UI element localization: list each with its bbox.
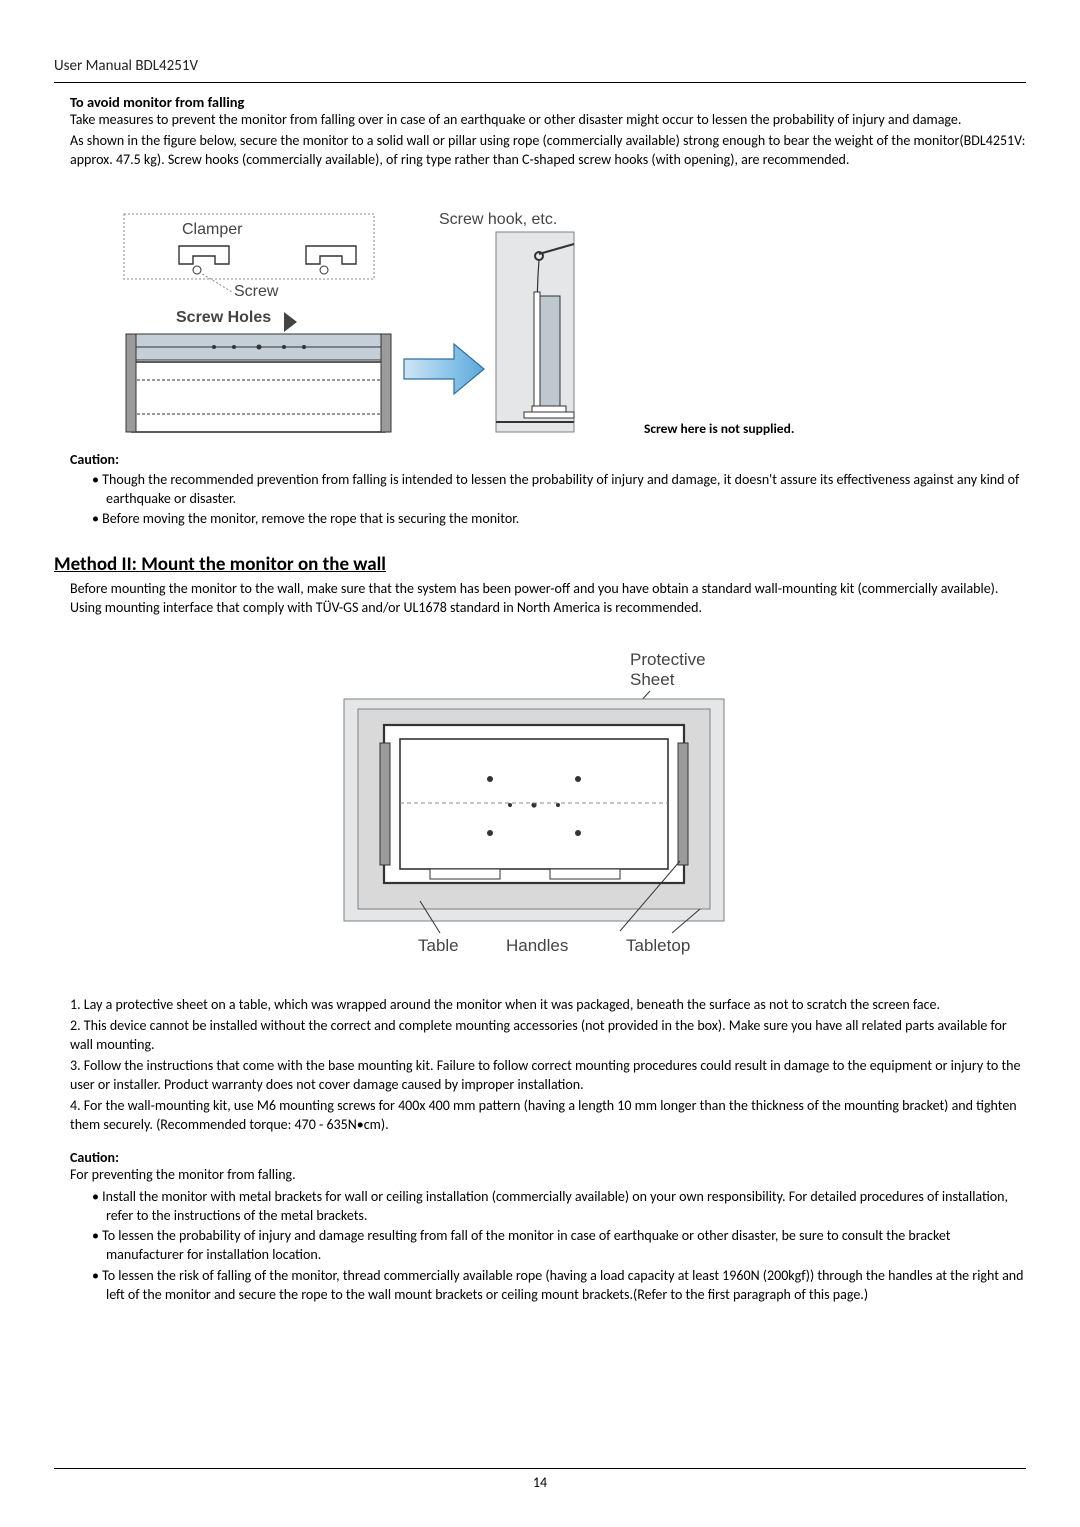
page-header: User Manual BDL4251V — [54, 56, 1026, 76]
fig1-screwholes-label: Screw Holes — [176, 309, 271, 326]
section2-title: Method II: Mount the monitor on the wall — [54, 553, 1026, 576]
section2-intro: Before mounting the monitor to the wall,… — [70, 580, 1026, 618]
fig2-protective-label-2: Sheet — [630, 670, 675, 689]
fig2-handles-label: Handles — [506, 936, 568, 955]
section2-caution-intro: For preventing the monitor from falling. — [70, 1166, 1026, 1185]
footer-rule — [54, 1468, 1026, 1469]
section2-step-3: 3. Follow the instructions that come wit… — [70, 1057, 1026, 1095]
section1-title: To avoid monitor from falling — [70, 93, 1026, 111]
section2-caution-2: To lessen the probability of injury and … — [92, 1226, 1026, 1265]
fig1-clamper-label: Clamper — [182, 221, 243, 238]
fig2-table-label: Table — [418, 936, 459, 955]
fig2-protective-label-1: Protective — [630, 650, 706, 669]
section1-caution-label: Caution: — [70, 451, 1026, 468]
section1-caution-list: Though the recommended prevention from f… — [54, 470, 1026, 529]
figure-2: Protective Sheet — [54, 643, 1026, 968]
header-rule — [54, 82, 1026, 83]
section1-para1: Take measures to prevent the monitor fro… — [70, 111, 1026, 130]
figure-1: Clamper Screw Screw Holes — [84, 184, 604, 449]
section1-caution-1: Though the recommended prevention from f… — [92, 470, 1026, 509]
section2-step-1: 1. Lay a protective sheet on a table, wh… — [70, 996, 1026, 1015]
fig1-note: Screw here is not supplied. — [644, 420, 904, 437]
fig1-screw-label: Screw — [234, 283, 279, 300]
section1-caution-2: Before moving the monitor, remove the ro… — [92, 509, 1026, 528]
page-number: 14 — [0, 1474, 1080, 1491]
section2-caution-label: Caution: — [70, 1149, 1026, 1166]
section1-para2: As shown in the figure below, secure the… — [70, 132, 1026, 170]
section2-step-4: 4. For the wall-mounting kit, use M6 mou… — [70, 1097, 1026, 1135]
section2-step-2: 2. This device cannot be installed witho… — [70, 1017, 1026, 1055]
fig1-screwhook-label: Screw hook, etc. — [439, 211, 557, 228]
section2-caution-list: Install the monitor with metal brackets … — [54, 1187, 1026, 1305]
section2-caution-1: Install the monitor with metal brackets … — [92, 1187, 1026, 1226]
fig2-tabletop-label: Tabletop — [626, 936, 690, 955]
section2-caution-3: To lessen the risk of falling of the mon… — [92, 1266, 1026, 1305]
